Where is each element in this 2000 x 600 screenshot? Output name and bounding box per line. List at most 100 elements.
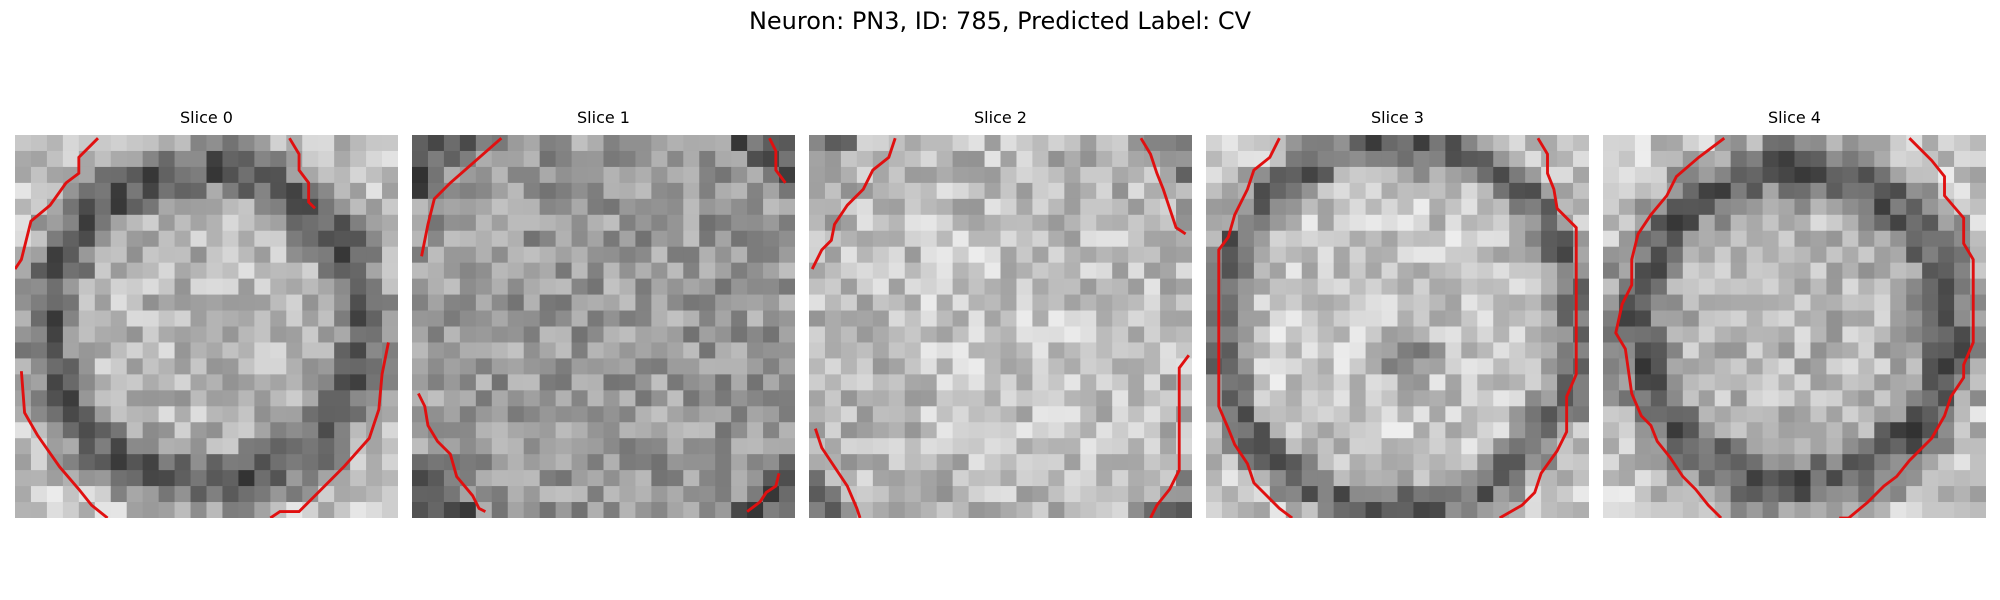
- pixel-cell: [1176, 230, 1192, 248]
- pixel-cell: [1080, 135, 1097, 152]
- pixel-cell: [1349, 182, 1367, 200]
- pixel-cell: [984, 390, 1001, 407]
- pixel-cell: [382, 310, 398, 327]
- pixel-cell: [904, 246, 922, 264]
- pixel-cell: [382, 358, 398, 375]
- pixel-cell: [1144, 246, 1161, 264]
- pixel-cell: [1842, 374, 1859, 391]
- pixel-cell: [936, 438, 954, 455]
- pixel-cell: [968, 422, 986, 439]
- pixel-cell: [62, 486, 80, 503]
- pixel-cell: [126, 182, 144, 200]
- pixel-cell: [1349, 390, 1367, 407]
- pixel-cell: [1557, 135, 1574, 152]
- pixel-cell: [318, 294, 335, 312]
- pixel-cell: [1922, 214, 1939, 232]
- pixel-cell: [1525, 230, 1542, 248]
- pixel-cell: [126, 502, 144, 518]
- pixel-cell: [46, 135, 64, 152]
- pixel-cell: [952, 182, 970, 200]
- pixel-cell: [475, 198, 493, 216]
- pixel-cell: [856, 294, 874, 312]
- pixel-cell: [334, 342, 351, 359]
- pixel-cell: [222, 246, 239, 264]
- pixel-cell: [15, 310, 32, 327]
- pixel-cell: [1970, 470, 1986, 487]
- pixel-cell: [1650, 406, 1668, 423]
- pixel-cell: [779, 246, 795, 264]
- pixel-cell: [1573, 470, 1589, 487]
- pixel-cell: [731, 150, 748, 168]
- pixel-cell: [1810, 502, 1827, 518]
- contour-line: [768, 137, 787, 184]
- pixel-cell: [1970, 230, 1986, 248]
- pixel-cell: [1778, 262, 1795, 280]
- pixel-cell: [1970, 182, 1986, 200]
- pixel-cell: [603, 182, 620, 200]
- pixel-cell: [1477, 358, 1494, 375]
- pixel-cell: [94, 198, 112, 216]
- pixel-cell: [1842, 135, 1859, 152]
- pixel-cell: [78, 470, 96, 487]
- pixel-cell: [110, 166, 128, 184]
- pixel-cell: [1746, 246, 1764, 264]
- pixel-cell: [459, 310, 477, 327]
- pixel-cell: [920, 342, 938, 359]
- pixel-cell: [1269, 246, 1287, 264]
- pixel-cell: [1746, 182, 1764, 200]
- pixel-cell: [1413, 214, 1430, 232]
- pixel-cell: [1650, 262, 1668, 280]
- pixel-cell: [46, 326, 64, 343]
- pixel-cell: [1698, 182, 1716, 200]
- pixel-cell: [920, 406, 938, 423]
- pixel-cell: [334, 214, 351, 232]
- pixel-cell: [699, 214, 716, 232]
- pixel-cell: [1509, 438, 1526, 455]
- pixel-cell: [1573, 502, 1589, 518]
- pixel-cell: [1048, 166, 1065, 184]
- pixel-cell: [46, 246, 64, 264]
- pixel-cell: [62, 310, 80, 327]
- pixel-cell: [1826, 502, 1843, 518]
- pixel-cell: [270, 278, 287, 296]
- pixel-cell: [318, 214, 335, 232]
- pixel-cell: [1762, 230, 1780, 248]
- pixel-cell: [142, 246, 160, 264]
- pixel-cell: [824, 438, 842, 455]
- pixel-cell: [1413, 262, 1430, 280]
- pixel-cell: [1397, 198, 1414, 216]
- pixel-cell: [1160, 278, 1177, 296]
- pixel-cell: [747, 470, 764, 487]
- pixel-cell: [1493, 278, 1510, 296]
- pixel-cell: [1618, 214, 1636, 232]
- pixel-cell: [1461, 374, 1478, 391]
- pixel-cell: [1746, 214, 1764, 232]
- pixel-cell: [1016, 438, 1033, 455]
- pixel-cell: [1874, 358, 1891, 375]
- pixel-cell: [603, 326, 620, 343]
- pixel-cell: [904, 374, 922, 391]
- pixel-cell: [1381, 374, 1398, 391]
- pixel-cell: [366, 246, 383, 264]
- pixel-cell: [856, 246, 874, 264]
- pixel-cell: [1541, 214, 1558, 232]
- pixel-cell: [699, 486, 716, 503]
- pixel-cell: [238, 326, 255, 343]
- pixel-cell: [366, 438, 383, 455]
- pixel-cell: [507, 374, 525, 391]
- pixel-cell: [1682, 310, 1700, 327]
- pixel-cell: [555, 438, 573, 455]
- pixel-cell: [1509, 326, 1526, 343]
- pixel-cell: [475, 486, 493, 503]
- pixel-cell: [1477, 390, 1494, 407]
- pixel-cell: [126, 358, 144, 375]
- pixel-cell: [1874, 310, 1891, 327]
- pixel-cell: [1032, 454, 1049, 471]
- pixel-cell: [126, 374, 144, 391]
- pixel-cell: [1160, 326, 1177, 343]
- pixel-cell: [651, 246, 668, 264]
- pixel-cell: [1317, 278, 1335, 296]
- pixel-cell: [1048, 278, 1065, 296]
- pixel-cell: [840, 406, 858, 423]
- pixel-cell: [302, 358, 319, 375]
